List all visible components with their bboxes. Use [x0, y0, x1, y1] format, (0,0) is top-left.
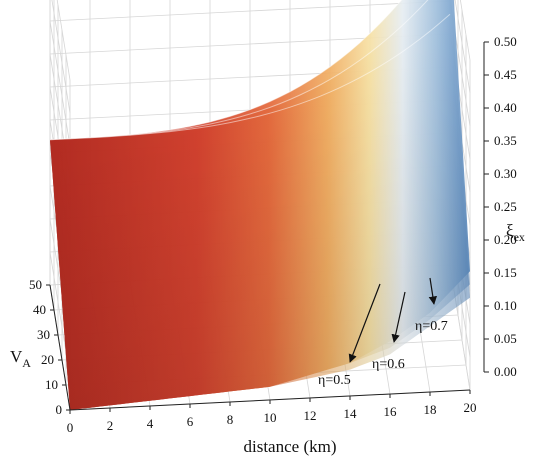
x-tick-label: 16 [384, 404, 398, 419]
x-tick-label: 14 [344, 406, 358, 421]
z-tick-label: 0.00 [494, 364, 517, 379]
x-axis-title: distance (km) [244, 437, 337, 456]
annotation-eta-05: η=0.5 [318, 373, 351, 388]
z-tick-label: 0.30 [494, 166, 517, 181]
x-tick-label: 18 [424, 402, 437, 417]
annotations-group: η=0.5 η=0.6 η=0.7 [318, 277, 448, 388]
z-axis-title-sub: ex [514, 230, 525, 244]
x-tick-label: 2 [107, 418, 114, 433]
z-axis-title: ξex [506, 221, 525, 244]
grid-line [49, 0, 451, 22]
grid-line [454, 0, 471, 94]
z-axis-ticks: 0.00 0.05 0.10 0.15 0.20 0.25 0.30 0.35 0.40 0.45… [484, 34, 517, 379]
annotation-arrow-eta-06 [391, 291, 406, 343]
z-tick-label: 0.15 [494, 265, 517, 280]
z-tick-label: 0.25 [494, 199, 517, 214]
y-tick-label: 40 [33, 302, 46, 317]
y-tick-label: 20 [41, 352, 54, 367]
x-tick-label: 8 [227, 412, 234, 427]
y-axis-ticks: 0 10 20 30 40 50 [29, 277, 70, 417]
z-tick-label: 0.40 [494, 100, 517, 115]
y-axis-title-sub: A [22, 356, 31, 370]
x-axis-ticks: 0 2 4 6 8 10 12 14 16 18 20 [67, 390, 477, 435]
annotation-arrow-eta-07 [428, 277, 438, 305]
z-axis-title-main: ξ [506, 221, 514, 240]
y-tick-label: 50 [29, 277, 42, 292]
surface-edge-η=0.7 [49, 13, 451, 141]
surfaces-group [49, 0, 470, 410]
grid-line [51, 0, 71, 114]
z-tick-label: 0.35 [494, 133, 517, 148]
y-tick-label: 0 [56, 402, 63, 417]
z-tick-label: 0.20 [494, 232, 517, 247]
z-tick-label: 0.05 [494, 331, 517, 346]
surface-shade-η=0.7 [50, 14, 470, 410]
y-axis-title: VA [10, 347, 31, 370]
y-tick-label: 10 [45, 377, 58, 392]
annotation-arrow-eta-05 [348, 283, 381, 363]
x-tick-label: 10 [264, 410, 277, 425]
y-axis-title-main: V [10, 347, 23, 366]
x-tick-label: 4 [147, 416, 154, 431]
grid-line [56, 0, 71, 81]
z-tick-label: 0.50 [494, 34, 517, 49]
x-tick-label: 6 [187, 414, 194, 429]
annotation-eta-07: η=0.7 [415, 319, 448, 334]
x-tick-label: 0 [67, 420, 74, 435]
x-tick-label: 20 [464, 400, 477, 415]
y-tick-label: 30 [37, 327, 50, 342]
z-tick-label: 0.45 [494, 67, 517, 82]
x-tick-label: 12 [304, 408, 317, 423]
annotation-eta-06: η=0.6 [372, 357, 405, 372]
z-tick-label: 0.10 [494, 298, 517, 313]
y-axis-line [49, 284, 71, 411]
grid-line [49, 20, 71, 147]
grid-line [459, 0, 471, 61]
